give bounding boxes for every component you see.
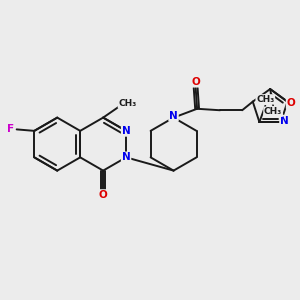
Text: N: N — [169, 111, 178, 121]
Text: O: O — [191, 77, 200, 87]
Text: N: N — [122, 152, 130, 162]
Text: O: O — [99, 190, 107, 200]
Text: O: O — [287, 98, 296, 108]
Text: CH₃: CH₃ — [264, 107, 282, 116]
Text: CH₃: CH₃ — [256, 95, 274, 104]
Text: N: N — [280, 116, 289, 126]
Text: N: N — [122, 126, 130, 136]
Text: CH₃: CH₃ — [118, 99, 137, 108]
Text: F: F — [7, 124, 14, 134]
